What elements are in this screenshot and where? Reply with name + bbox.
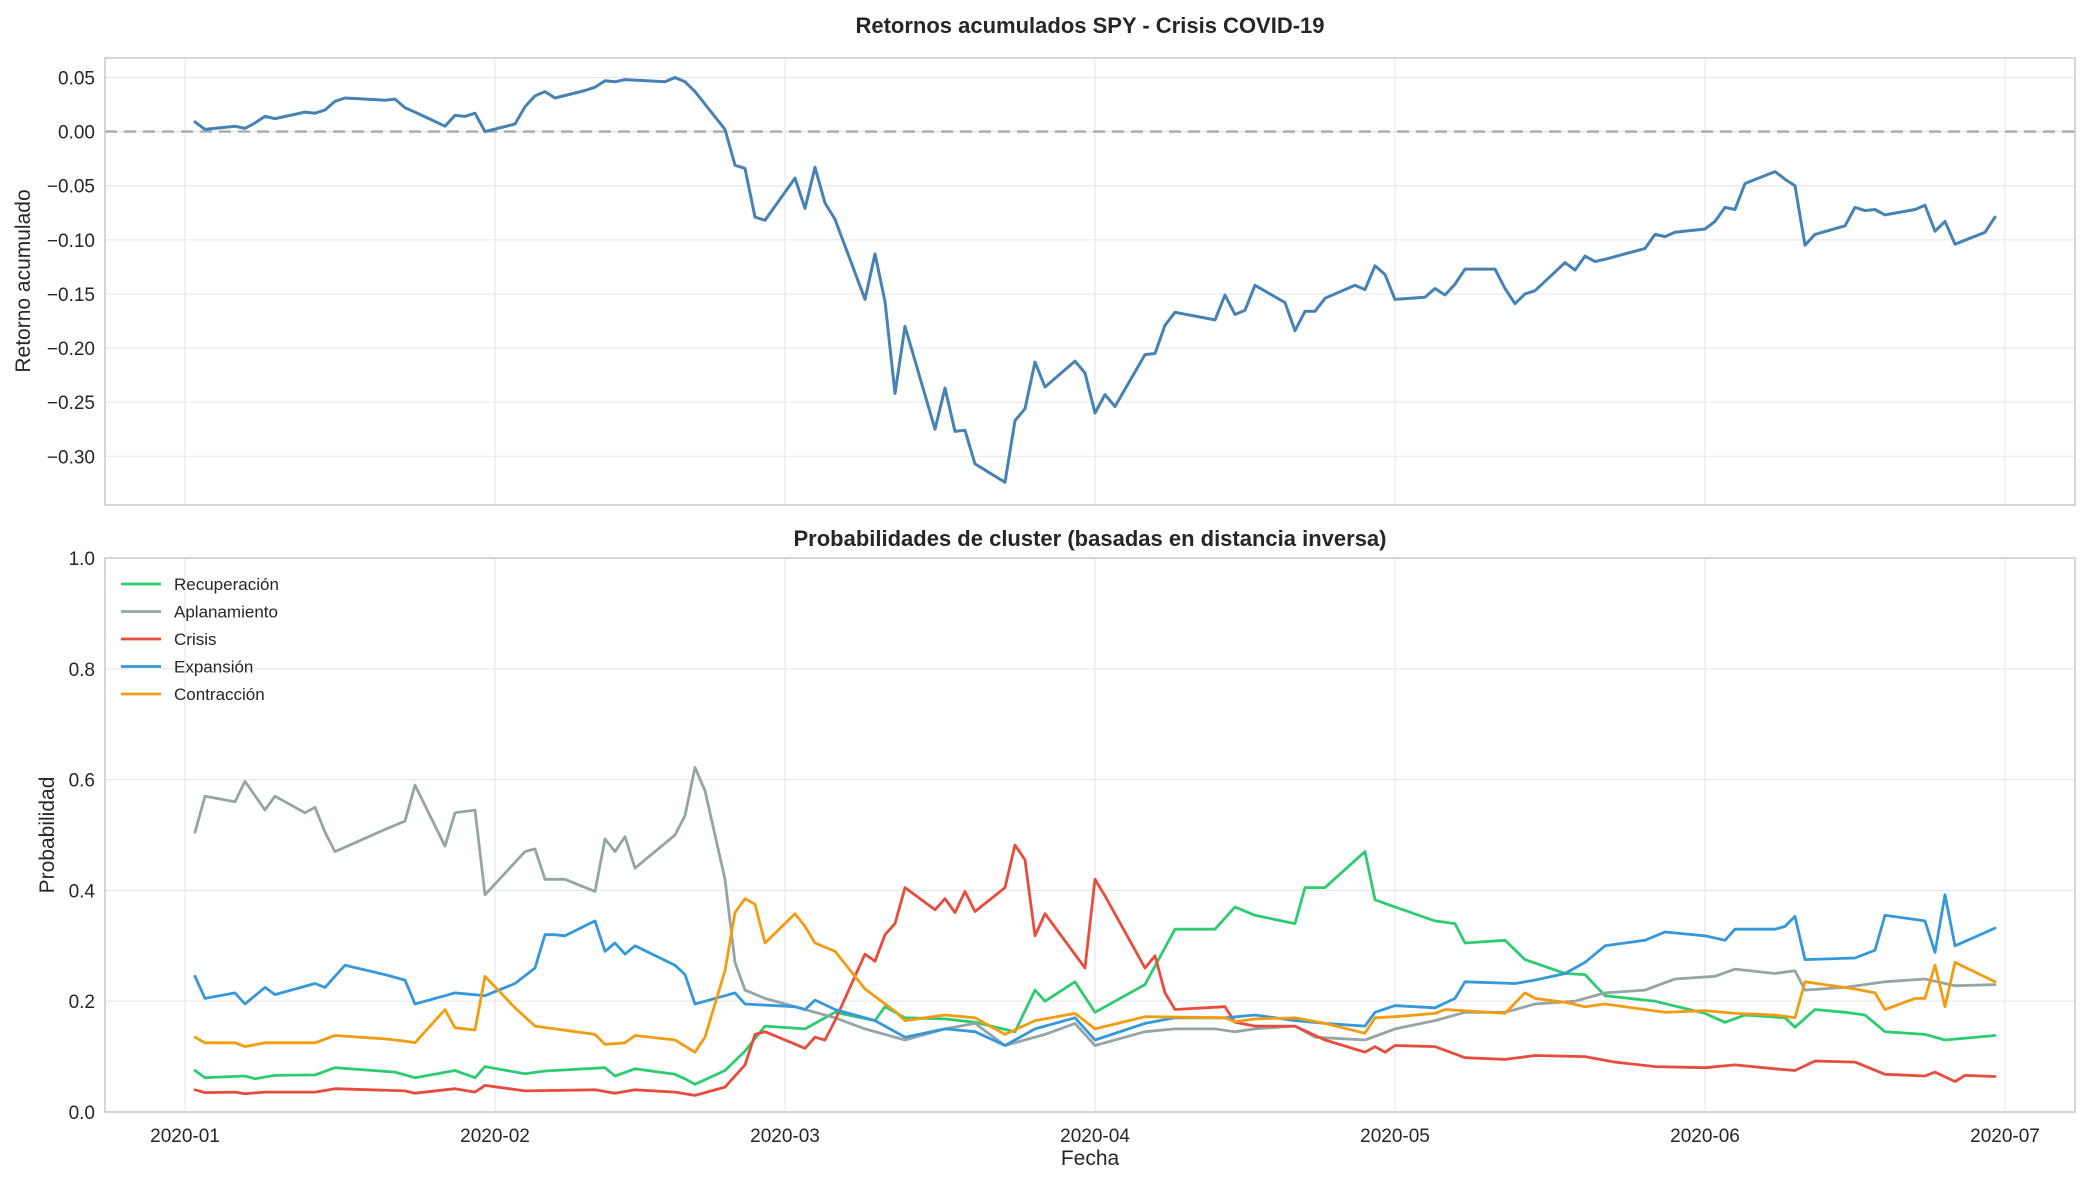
x-tick-label: 2020-03 xyxy=(750,1126,820,1147)
returns-y-axis-label: Retorno acumulado xyxy=(12,189,35,372)
y-tick-label: 0.8 xyxy=(69,660,95,681)
y-tick-label: 0.6 xyxy=(69,771,95,792)
y-tick-label: −0.10 xyxy=(47,231,95,252)
series-line-expansion xyxy=(193,893,1997,1047)
returns-title: Retornos acumulados SPY - Crisis COVID-1… xyxy=(855,13,1324,38)
x-tick-label: 2020-07 xyxy=(1970,1126,2040,1147)
x-tick-label: 2020-04 xyxy=(1060,1126,1130,1147)
returns-y-ticks: 0.05 0.00 −0.05 −0.10 −0.15 −0.20 −0.25 −0.30 xyxy=(47,68,95,468)
probabilities-plot-area xyxy=(105,558,2075,1112)
legend: Recuperación Aplanamiento Crisis Expansión C… xyxy=(121,575,279,704)
y-tick-label: 0.0 xyxy=(69,1103,95,1124)
legend-label: Aplanamiento xyxy=(174,603,278,622)
series-line-spy xyxy=(193,76,1997,484)
probabilities-series xyxy=(193,766,1997,1097)
y-tick-label: 0.05 xyxy=(58,68,95,89)
returns-panel: 0.05 0.00 −0.05 −0.10 −0.15 −0.20 −0.25 −0.30 R… xyxy=(12,13,2076,506)
probabilities-panel: 0.0 0.2 0.4 0.6 0.8 1.0 2020-01 2020-02 2020-03… xyxy=(36,526,2076,1170)
y-tick-label: 0.4 xyxy=(69,881,96,902)
legend-label: Contracción xyxy=(174,685,265,704)
y-tick-label: −0.25 xyxy=(47,393,95,414)
date-x-ticks: 2020-01 2020-02 2020-03 2020-04 2020-05 2020-… xyxy=(150,1126,2040,1147)
series-line-contraccion xyxy=(193,897,1997,1054)
legend-label: Recuperación xyxy=(174,575,279,594)
returns-plot-area xyxy=(105,58,2075,505)
y-tick-label: −0.05 xyxy=(47,177,95,198)
y-tick-label: 1.0 xyxy=(69,549,95,570)
probabilities-y-ticks: 0.0 0.2 0.4 0.6 0.8 1.0 xyxy=(69,549,96,1124)
y-tick-label: −0.20 xyxy=(47,339,95,360)
probabilities-y-axis-label: Probabilidad xyxy=(36,777,59,894)
y-tick-label: −0.15 xyxy=(47,285,95,306)
y-tick-label: −0.30 xyxy=(47,447,95,468)
x-tick-label: 2020-06 xyxy=(1670,1126,1740,1147)
legend-label: Crisis xyxy=(174,630,217,649)
x-tick-label: 2020-01 xyxy=(150,1126,220,1147)
probabilities-frame xyxy=(104,557,2076,1113)
returns-series xyxy=(193,76,1997,484)
y-tick-label: 0.2 xyxy=(69,992,95,1013)
x-tick-label: 2020-05 xyxy=(1360,1126,1430,1147)
x-tick-label: 2020-02 xyxy=(460,1126,530,1147)
y-tick-label: 0.00 xyxy=(58,123,95,144)
legend-label: Expansión xyxy=(174,658,253,677)
returns-frame xyxy=(104,57,2076,506)
series-line-recuperacion xyxy=(193,850,1997,1086)
probabilities-title: Probabilidades de cluster (basadas en di… xyxy=(793,526,1386,551)
x-axis-label: Fecha xyxy=(1061,1147,1120,1170)
series-line-crisis xyxy=(193,843,1997,1097)
